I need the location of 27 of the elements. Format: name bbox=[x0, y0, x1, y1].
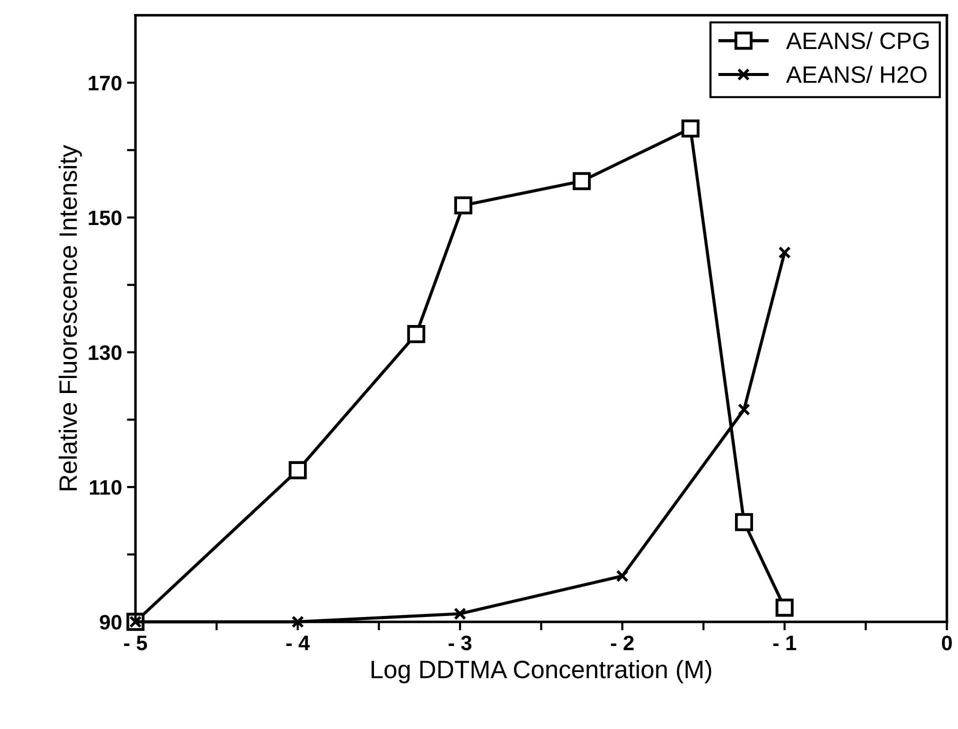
x-axis-title: Log DDTMA Concentration (M) bbox=[372, 660, 712, 684]
x-tick-label: 0 bbox=[942, 636, 952, 650]
point bbox=[735, 513, 754, 532]
y-tick-label: 130 bbox=[88, 345, 122, 360]
point bbox=[291, 616, 304, 628]
x-tick-label: - 4 bbox=[286, 636, 310, 650]
x-tick-label: - 3 bbox=[448, 636, 472, 650]
point bbox=[776, 598, 794, 617]
legend-label: AEANS/ H2O bbox=[786, 66, 927, 83]
x-tick-label: - 2 bbox=[610, 636, 634, 650]
point bbox=[454, 608, 466, 620]
y-axis-title: Relative Fluorescence Intensity bbox=[58, 144, 82, 490]
point bbox=[407, 325, 426, 344]
legend-label: AEANS/ CPG bbox=[786, 32, 929, 50]
point bbox=[454, 196, 472, 214]
y-tick-label: 110 bbox=[90, 480, 122, 495]
point bbox=[572, 172, 591, 190]
x-tick-label: - 1 bbox=[773, 636, 796, 650]
y-tick-label: 90 bbox=[100, 614, 122, 630]
y-tick-label: 170 bbox=[88, 76, 122, 90]
point bbox=[288, 461, 307, 480]
x-tick-label: - 5 bbox=[124, 636, 148, 650]
y-tick-label: 150 bbox=[88, 210, 122, 226]
point bbox=[778, 246, 791, 259]
point bbox=[681, 120, 700, 138]
point bbox=[616, 570, 629, 582]
point bbox=[738, 403, 750, 416]
